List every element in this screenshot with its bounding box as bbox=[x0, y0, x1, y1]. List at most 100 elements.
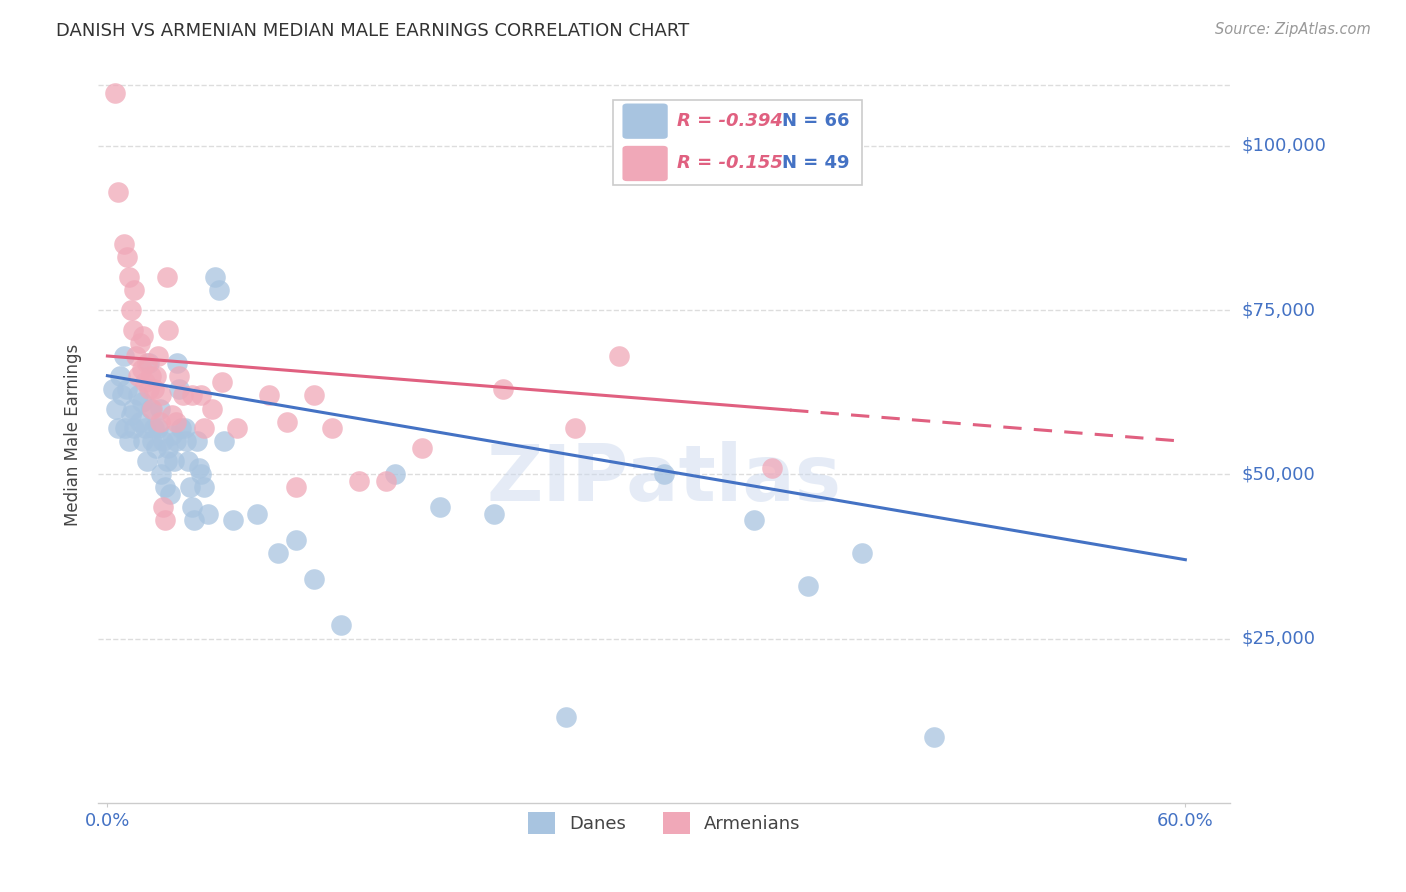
Point bbox=[302, 573, 325, 587]
Point bbox=[190, 467, 212, 482]
Point bbox=[180, 500, 202, 515]
Point bbox=[922, 730, 945, 744]
Point bbox=[118, 270, 141, 285]
Point bbox=[160, 427, 183, 442]
Point bbox=[245, 507, 267, 521]
Point bbox=[120, 303, 142, 318]
Point bbox=[145, 441, 167, 455]
Point bbox=[150, 467, 173, 482]
Point bbox=[180, 388, 202, 402]
Point bbox=[156, 454, 179, 468]
Point bbox=[132, 329, 155, 343]
Point bbox=[115, 251, 138, 265]
Point bbox=[131, 395, 153, 409]
Point bbox=[267, 546, 290, 560]
Point bbox=[177, 454, 200, 468]
Point bbox=[211, 376, 233, 390]
Point bbox=[108, 368, 131, 383]
Text: $100,000: $100,000 bbox=[1241, 136, 1326, 154]
Text: N = 66: N = 66 bbox=[782, 112, 849, 130]
Point bbox=[257, 388, 280, 402]
Point bbox=[124, 283, 146, 297]
Point bbox=[107, 421, 129, 435]
Point bbox=[156, 270, 179, 285]
Point bbox=[482, 507, 505, 521]
Point bbox=[128, 415, 150, 429]
Text: DANISH VS ARMENIAN MEDIAN MALE EARNINGS CORRELATION CHART: DANISH VS ARMENIAN MEDIAN MALE EARNINGS … bbox=[56, 22, 689, 40]
Point bbox=[141, 434, 163, 449]
Text: Source: ZipAtlas.com: Source: ZipAtlas.com bbox=[1215, 22, 1371, 37]
Point bbox=[851, 546, 873, 560]
FancyBboxPatch shape bbox=[613, 100, 862, 185]
Point bbox=[105, 401, 128, 416]
Point bbox=[138, 382, 160, 396]
Point bbox=[134, 376, 156, 390]
Point bbox=[742, 513, 765, 527]
Point bbox=[564, 421, 586, 435]
Point bbox=[136, 355, 159, 369]
Point bbox=[609, 349, 631, 363]
Point bbox=[157, 441, 180, 455]
Point bbox=[152, 434, 174, 449]
Point bbox=[276, 415, 298, 429]
Point bbox=[143, 382, 166, 396]
Legend: Danes, Armenians: Danes, Armenians bbox=[520, 805, 808, 842]
Point bbox=[186, 434, 208, 449]
Point bbox=[141, 401, 163, 416]
Point bbox=[104, 86, 127, 100]
Point bbox=[208, 283, 231, 297]
Point bbox=[201, 401, 224, 416]
Point bbox=[188, 460, 211, 475]
Point bbox=[107, 185, 129, 199]
Point bbox=[165, 415, 187, 429]
Point bbox=[411, 441, 433, 455]
Point bbox=[761, 460, 783, 475]
Point bbox=[165, 434, 187, 449]
Point bbox=[285, 480, 308, 494]
Point bbox=[212, 434, 235, 449]
Point bbox=[131, 362, 153, 376]
Text: ZIPatlas: ZIPatlas bbox=[486, 441, 842, 517]
Point bbox=[146, 349, 169, 363]
Point bbox=[169, 382, 191, 396]
Point bbox=[146, 421, 169, 435]
Point bbox=[101, 382, 124, 396]
Point bbox=[121, 401, 143, 416]
Point bbox=[127, 368, 149, 383]
FancyBboxPatch shape bbox=[623, 145, 668, 181]
Point bbox=[176, 434, 198, 449]
Point bbox=[121, 323, 143, 337]
Text: R = -0.155: R = -0.155 bbox=[676, 154, 783, 172]
Point bbox=[153, 480, 176, 494]
Point bbox=[150, 388, 173, 402]
Text: $25,000: $25,000 bbox=[1241, 630, 1316, 648]
Point bbox=[138, 355, 160, 369]
Point bbox=[197, 507, 219, 521]
Point bbox=[193, 480, 215, 494]
Point bbox=[132, 434, 155, 449]
Point bbox=[172, 388, 194, 402]
Point bbox=[374, 474, 396, 488]
Text: $50,000: $50,000 bbox=[1241, 466, 1315, 483]
Point bbox=[145, 368, 167, 383]
Point bbox=[652, 467, 676, 482]
Y-axis label: Median Male Earnings: Median Male Earnings bbox=[65, 343, 83, 526]
Text: R = -0.394: R = -0.394 bbox=[676, 112, 783, 130]
Point bbox=[136, 454, 159, 468]
Point bbox=[222, 513, 245, 527]
Point bbox=[166, 355, 188, 369]
Point bbox=[112, 237, 135, 252]
Point bbox=[112, 349, 135, 363]
Point bbox=[384, 467, 406, 482]
Point bbox=[148, 401, 170, 416]
Point bbox=[125, 349, 148, 363]
Point bbox=[153, 513, 176, 527]
Point bbox=[183, 513, 205, 527]
Point bbox=[120, 408, 142, 422]
Point bbox=[347, 474, 370, 488]
Point bbox=[554, 710, 576, 724]
Point bbox=[124, 421, 146, 435]
Point bbox=[225, 421, 247, 435]
Point bbox=[139, 368, 162, 383]
Point bbox=[321, 421, 343, 435]
